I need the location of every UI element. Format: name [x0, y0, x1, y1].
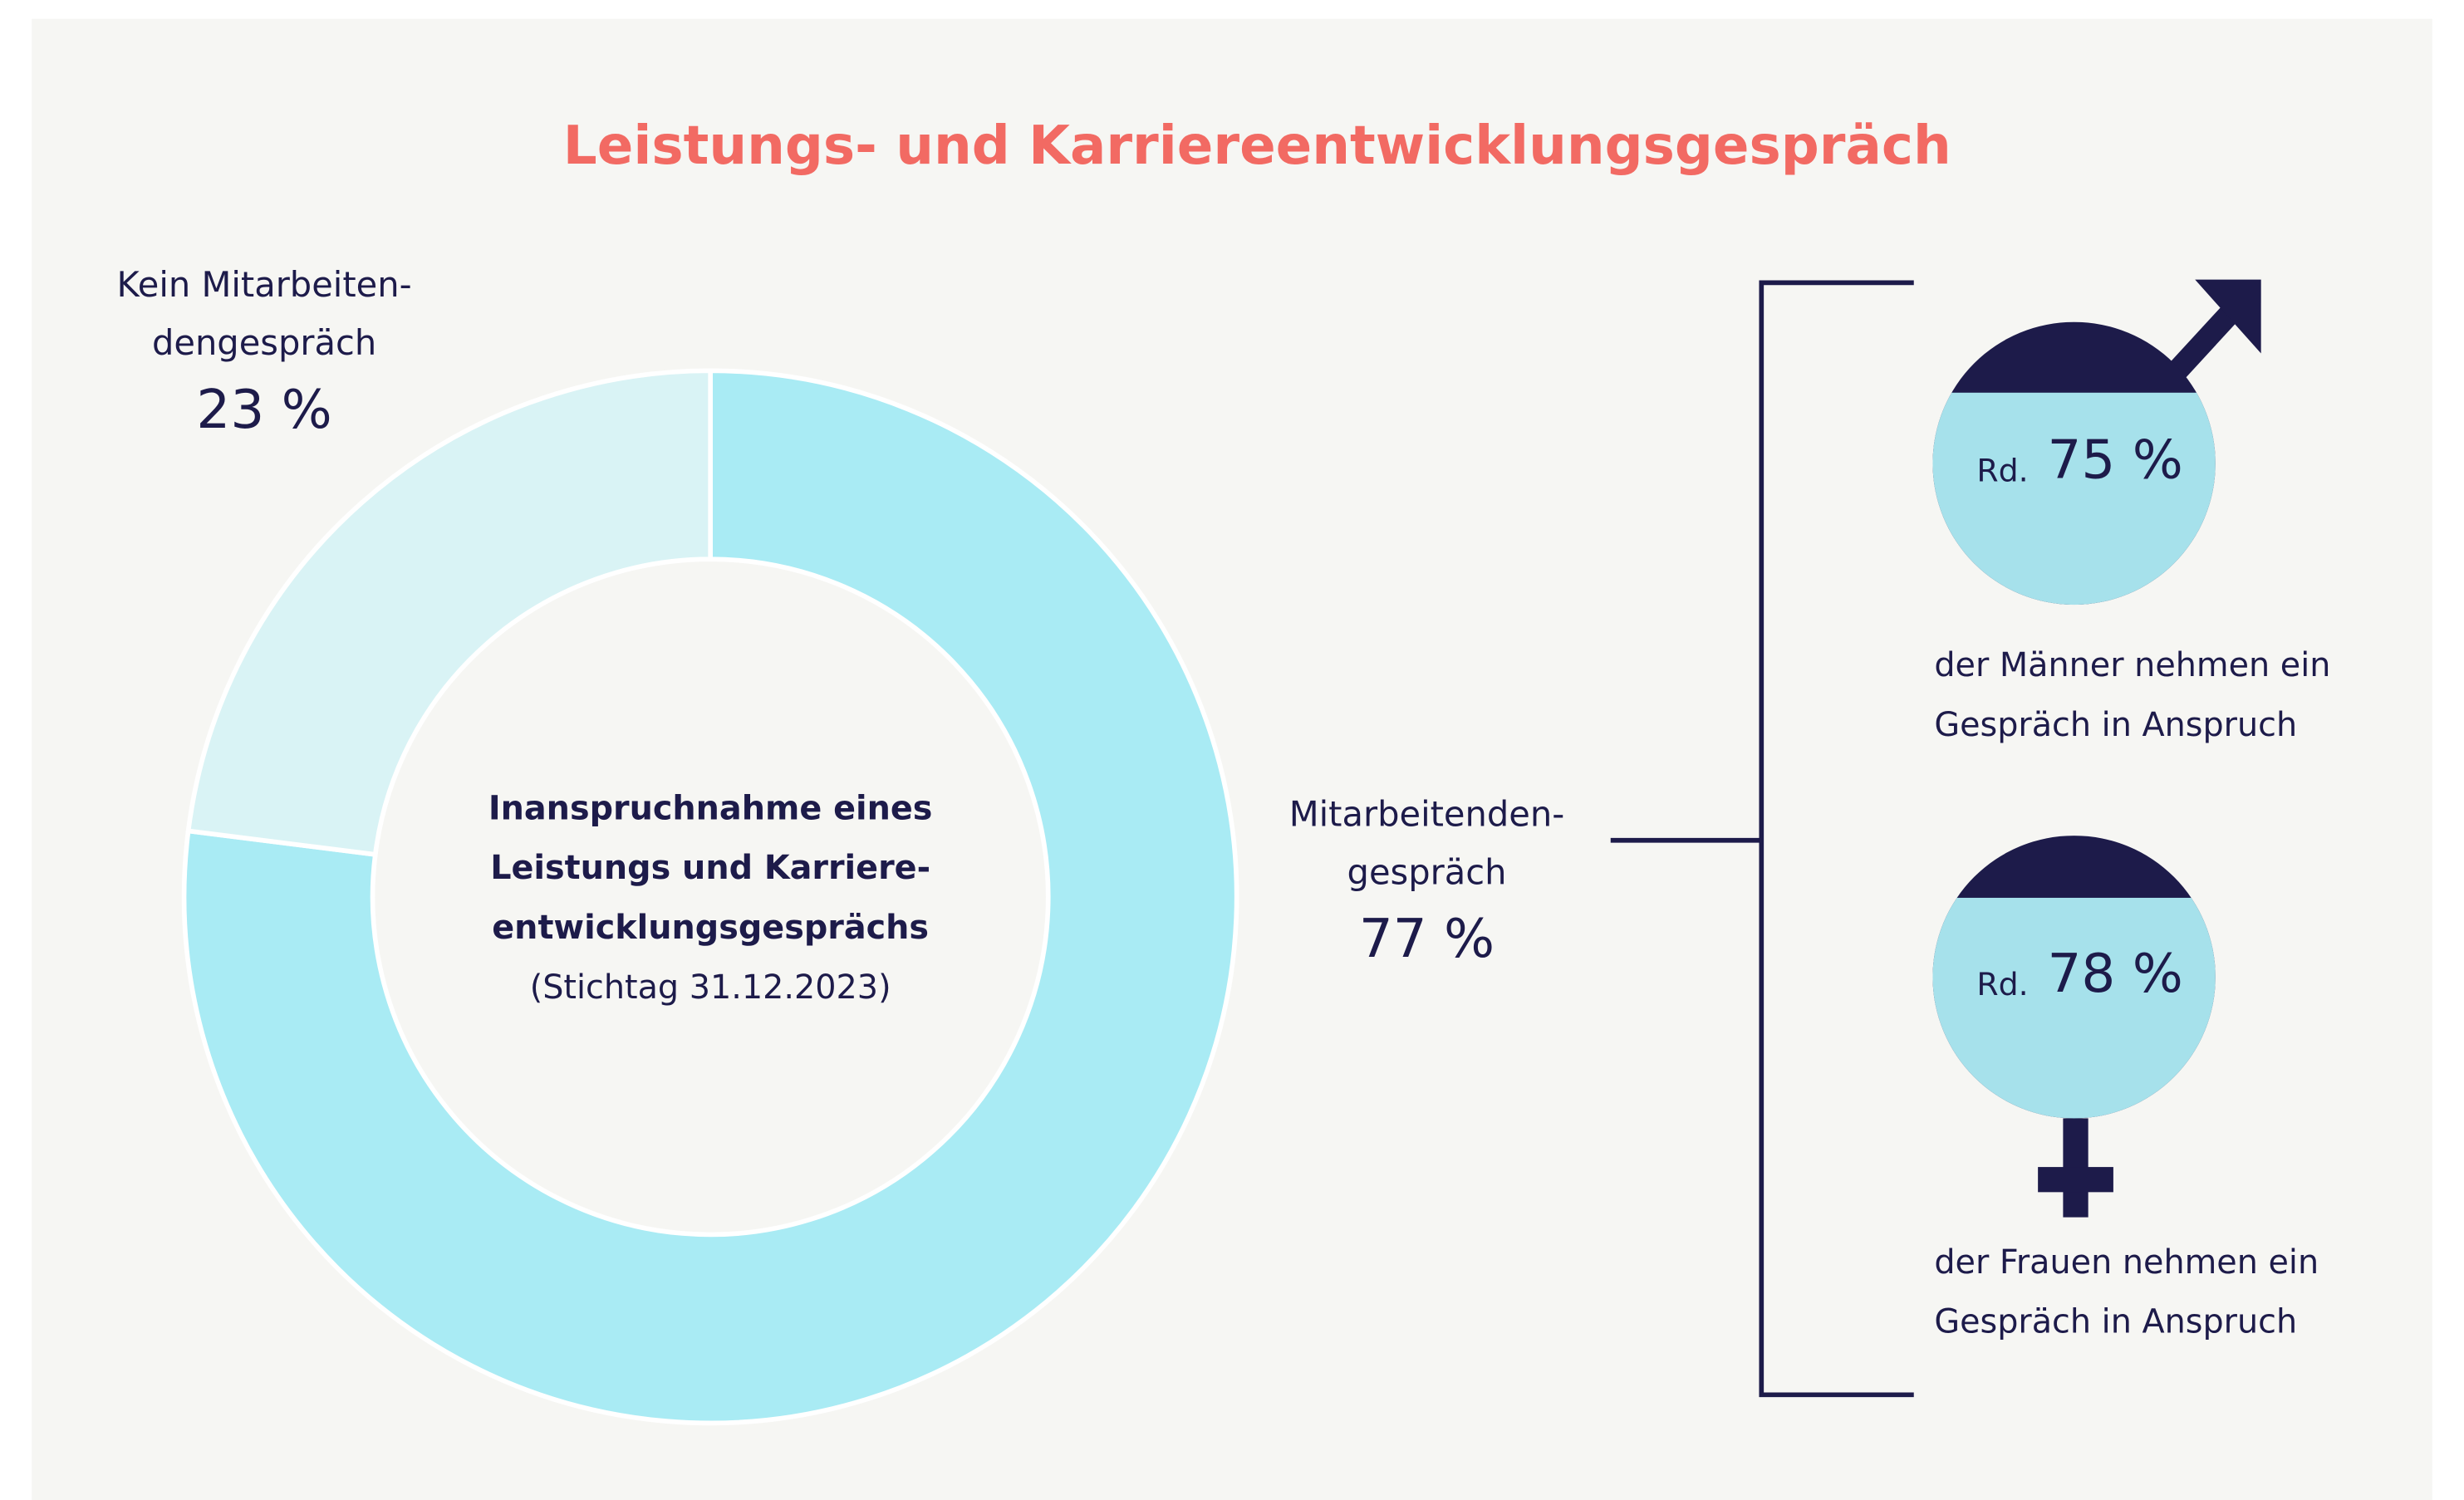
slice-value: 23 % [196, 379, 331, 441]
center-text: Leistungs und Karriere- [490, 849, 930, 887]
gender-circle [1932, 836, 2216, 1119]
slice-label: Kein Mitarbeiten- [117, 264, 412, 305]
bracket [1610, 280, 1914, 1398]
value-label: 78 % [2047, 943, 2182, 1005]
caption: der Frauen nehmen ein [1934, 1243, 2319, 1282]
donut-slice [185, 368, 713, 858]
center-text: Inanspruchnahme eines [488, 789, 933, 827]
slice-value: 77 % [1359, 908, 1495, 970]
chart-title: Leistungs- und Karriereentwicklungsgespr… [563, 115, 1951, 177]
donut-slice [181, 368, 1239, 1426]
center-text: entwicklungsgesprächs [492, 909, 929, 947]
female-symbol [2038, 1118, 2113, 1218]
slice-label: dengespräch [152, 322, 376, 363]
circle-fill [1932, 897, 2216, 1119]
prefix: Rd. [1976, 966, 2028, 1002]
slice-label: Mitarbeitenden- [1289, 793, 1565, 834]
caption: Gespräch in Anspruch [1934, 706, 2297, 744]
slice-label: gespräch [1347, 851, 1507, 892]
caption: der Männer nehmen ein [1934, 646, 2330, 684]
prefix: Rd. [1976, 453, 2028, 489]
value-label: 75 % [2047, 429, 2182, 491]
center-text: (Stichtag 31.12.2023) [530, 968, 891, 1007]
caption: Gespräch in Anspruch [1934, 1303, 2297, 1341]
